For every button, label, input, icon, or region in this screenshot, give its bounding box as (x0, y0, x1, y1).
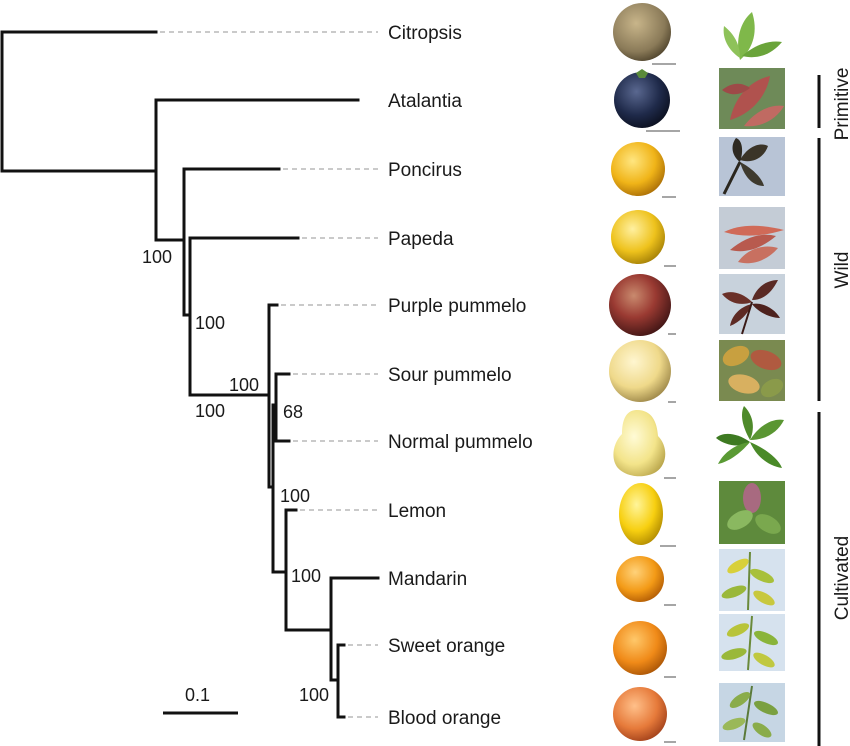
bootstrap-value: 68 (283, 402, 303, 422)
taxon-label-blood-orange: Blood orange (388, 708, 501, 729)
bootstrap-value: 100 (229, 375, 259, 395)
leaf-photo-blood-orange (719, 683, 785, 742)
taxon-label-poncirus: Poncirus (388, 160, 462, 181)
leaf-photo-papeda (719, 207, 785, 269)
bootstrap-labels: 100 100 100 100 68 100 100 100 (142, 247, 329, 705)
fruit-photo-citropsis (613, 3, 671, 61)
leaf-photo-purple-pummelo (719, 274, 785, 335)
taxon-label-sour-pummelo: Sour pummelo (388, 365, 512, 386)
fruit-photo-normal-pummelo (613, 410, 666, 477)
bootstrap-value: 100 (195, 401, 225, 421)
fruit-photo-atalantia (614, 72, 670, 128)
taxon-label-sweet-orange: Sweet orange (388, 636, 505, 657)
scale-bar: 0.1 (163, 685, 238, 715)
leaf-photo-sour-pummelo (719, 340, 785, 401)
group-label-primitive: Primitive (832, 68, 850, 141)
bootstrap-value: 100 (291, 566, 321, 586)
group-label-wild: Wild (832, 252, 850, 289)
leaf-photo-lemon (719, 481, 785, 544)
fruit-photo-lemon (619, 483, 663, 545)
taxon-label-normal-pummelo: Normal pummelo (388, 432, 533, 453)
leaf-photo-normal-pummelo (716, 406, 784, 468)
leaf-photo-poncirus (719, 137, 785, 196)
bootstrap-value: 100 (195, 313, 225, 333)
bootstrap-value: 100 (280, 486, 310, 506)
leaf-photo-mandarin (719, 549, 785, 611)
group-brackets: Primitive Wild Cultivated (817, 68, 850, 746)
taxon-label-citropsis: Citropsis (388, 23, 462, 44)
leaf-photo-sweet-orange (719, 614, 785, 671)
taxon-label-lemon: Lemon (388, 501, 446, 522)
fruit-photo-poncirus (611, 142, 665, 196)
fruit-photo-purple-pummelo (609, 274, 671, 336)
fruit-photo-mandarin (616, 556, 664, 602)
label-leaders (160, 31, 378, 718)
bootstrap-value: 100 (142, 247, 172, 267)
taxon-label-papeda: Papeda (388, 229, 454, 250)
fruit-photo-sour-pummelo (609, 340, 671, 402)
atalantia-calyx (636, 69, 648, 78)
fruit-photos (609, 3, 680, 743)
leaf-photo-atalantia (719, 68, 785, 129)
taxon-labels: Citropsis Atalantia Poncirus Papeda Purp… (388, 23, 533, 729)
tree-branches (0, 30, 380, 719)
fruit-photo-sweet-orange (613, 621, 667, 675)
taxon-label-mandarin: Mandarin (388, 569, 467, 590)
fruit-photo-blood-orange (613, 687, 667, 741)
bootstrap-value: 100 (299, 685, 329, 705)
group-label-cultivated: Cultivated (832, 536, 850, 621)
scale-bar-label: 0.1 (185, 685, 210, 705)
taxon-label-atalantia: Atalantia (388, 91, 462, 112)
fruit-photo-papeda (611, 210, 665, 264)
leaf-photos (716, 12, 785, 742)
taxon-label-purple-pummelo: Purple pummelo (388, 296, 526, 317)
leaf-photo-citropsis (723, 12, 782, 60)
